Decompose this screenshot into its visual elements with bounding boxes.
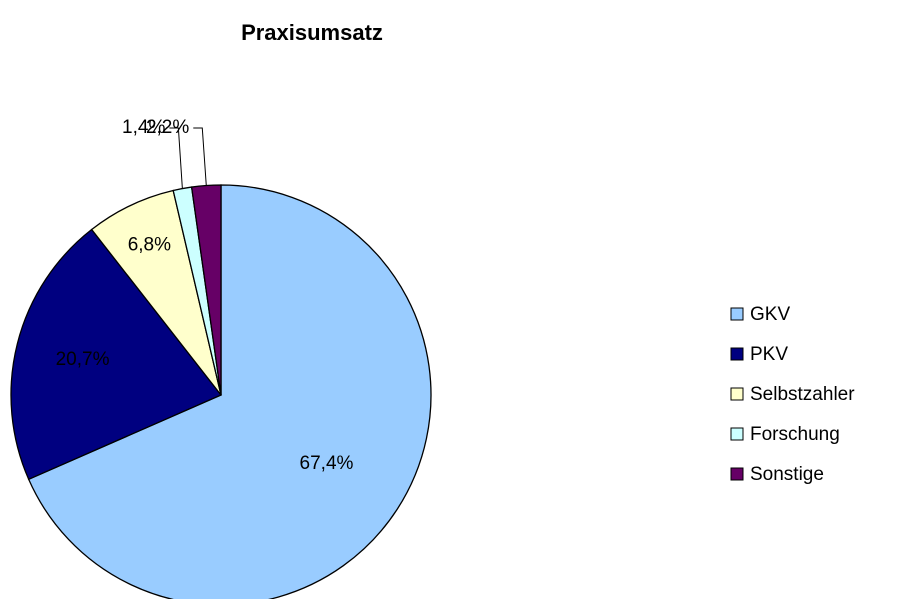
legend-label: Sonstige xyxy=(750,464,824,485)
legend-label: GKV xyxy=(750,304,790,325)
chart-title: Praxisumsatz xyxy=(241,20,383,45)
leader-line xyxy=(193,127,207,186)
legend-swatch xyxy=(730,427,744,441)
legend-swatch xyxy=(730,347,744,361)
legend-label: Forschung xyxy=(750,424,840,445)
data-label: 20,7% xyxy=(56,349,110,370)
leader-line xyxy=(169,127,183,189)
legend-swatch xyxy=(730,467,744,481)
data-label: 6,8% xyxy=(128,234,171,255)
legend-label: Selbstzahler xyxy=(750,384,855,405)
pie-slice xyxy=(10,228,223,481)
data-label: 2,2% xyxy=(146,117,189,138)
data-label: 67,4% xyxy=(300,453,354,474)
legend-swatch xyxy=(730,387,744,401)
legend-label: PKV xyxy=(750,344,788,365)
legend-swatch xyxy=(730,307,744,321)
data-label: 1,4% xyxy=(122,117,165,138)
pie-slice xyxy=(27,184,432,599)
